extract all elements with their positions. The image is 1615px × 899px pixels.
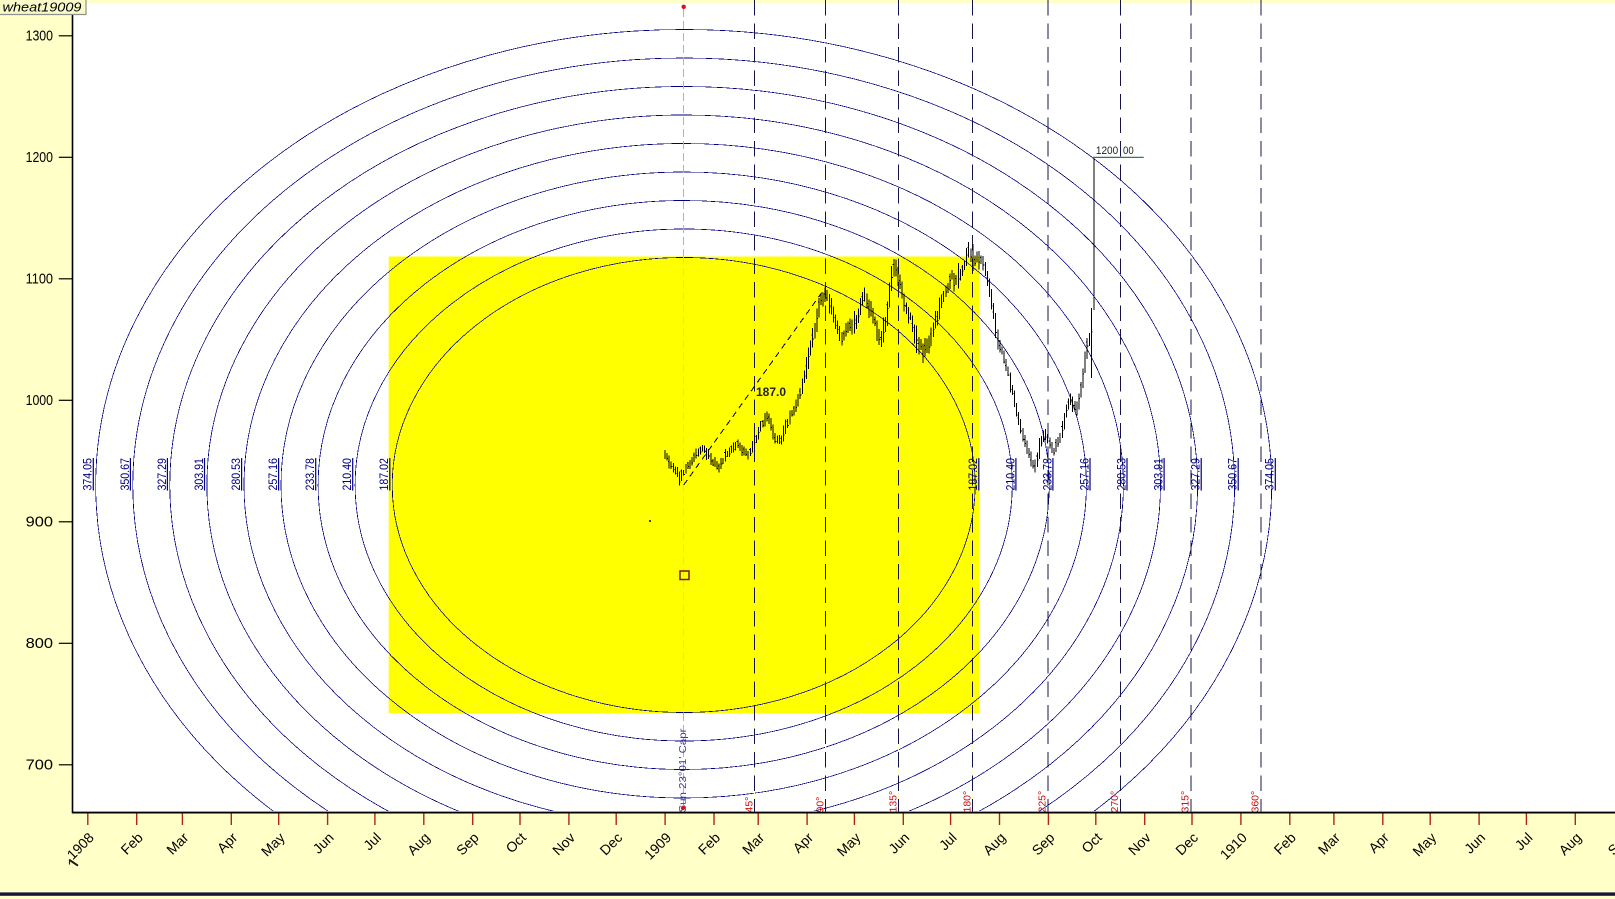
svg-text:187.02: 187.02 bbox=[966, 458, 980, 491]
svg-text:1300: 1300 bbox=[26, 28, 53, 44]
svg-text:257.16: 257.16 bbox=[266, 458, 280, 491]
svg-text:187.0: 187.0 bbox=[756, 385, 786, 399]
svg-text:327.29: 327.29 bbox=[1189, 458, 1203, 491]
svg-text:350.67: 350.67 bbox=[1226, 458, 1240, 491]
svg-text:1200: 1200 bbox=[26, 150, 53, 166]
svg-text:187.02: 187.02 bbox=[377, 458, 391, 491]
svg-text:800: 800 bbox=[26, 636, 53, 652]
svg-text:327.29: 327.29 bbox=[155, 458, 169, 491]
svg-text:wheat19009: wheat19009 bbox=[3, 1, 82, 15]
svg-text:374.05: 374.05 bbox=[81, 458, 95, 491]
svg-text:270°: 270° bbox=[1109, 791, 1121, 813]
svg-text:1000: 1000 bbox=[26, 393, 53, 409]
svg-text:180°: 180° bbox=[961, 791, 973, 813]
svg-text:00: 00 bbox=[1123, 145, 1134, 157]
svg-text:135°: 135° bbox=[887, 791, 899, 813]
svg-text:1200: 1200 bbox=[1096, 145, 1118, 157]
svg-text:233.78: 233.78 bbox=[1040, 458, 1054, 491]
svg-text:Sun 23°01' Capr: Sun 23°01' Capr bbox=[677, 728, 689, 813]
svg-text:210.40: 210.40 bbox=[1003, 458, 1017, 491]
svg-text:350.67: 350.67 bbox=[118, 458, 132, 491]
svg-text:90°: 90° bbox=[814, 797, 826, 813]
svg-text:45°: 45° bbox=[743, 797, 755, 813]
svg-text:360°: 360° bbox=[1250, 791, 1262, 813]
svg-text:303.91: 303.91 bbox=[1152, 458, 1166, 491]
svg-text:315°: 315° bbox=[1180, 791, 1192, 813]
svg-text:280.53: 280.53 bbox=[1114, 458, 1128, 491]
svg-text:257.16: 257.16 bbox=[1077, 458, 1091, 491]
svg-text:1100: 1100 bbox=[26, 271, 53, 287]
svg-text:233.78: 233.78 bbox=[303, 458, 317, 491]
svg-text:Sep: Sep bbox=[1604, 829, 1615, 858]
svg-text:225°: 225° bbox=[1037, 791, 1049, 813]
svg-text:900: 900 bbox=[26, 514, 53, 530]
svg-text:700: 700 bbox=[26, 757, 53, 773]
svg-text:374.05: 374.05 bbox=[1263, 458, 1277, 491]
svg-text:280.53: 280.53 bbox=[229, 458, 243, 491]
svg-text:303.91: 303.91 bbox=[192, 458, 206, 491]
svg-text:210.40: 210.40 bbox=[340, 458, 354, 491]
